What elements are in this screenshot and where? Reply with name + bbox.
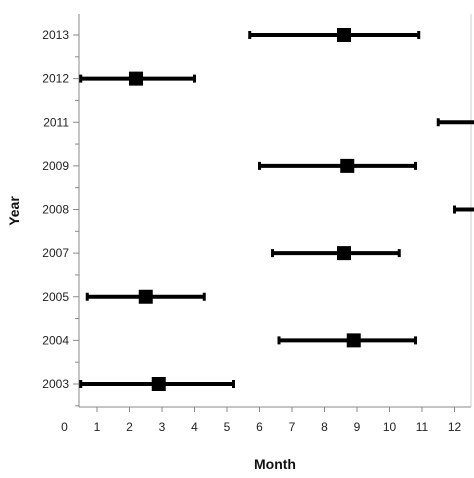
y-axis-title: Year: [6, 196, 22, 226]
y-tick-label: 2005: [42, 290, 69, 304]
data-point-marker: [337, 246, 351, 261]
x-tick-label: 1: [94, 420, 101, 434]
y-tick-label: 2004: [42, 333, 69, 347]
x-tick-label: 6: [256, 420, 263, 434]
y-axis-ticks: 2003 2004 2005 2007 2008 2009 2011 2012 2013: [42, 28, 79, 407]
y-tick-label: 2009: [42, 159, 69, 173]
data-point-marker: [346, 333, 361, 348]
y-tick-label: 2003: [42, 377, 69, 391]
x-tick-label: 10: [383, 420, 397, 434]
y-tick-label: 2008: [42, 203, 69, 217]
data-point-marker: [129, 71, 143, 86]
data-point-marker: [138, 289, 153, 304]
x-tick-label: 4: [191, 420, 198, 434]
x-tick-label: 5: [224, 420, 231, 434]
x-tick-label: 9: [354, 420, 361, 434]
data-point-marker: [337, 28, 351, 42]
y-tick-label: 2011: [43, 115, 69, 129]
x-tick-label: 12: [448, 420, 462, 434]
x-tick-label: 7: [289, 420, 296, 434]
x-tick-label: 3: [159, 420, 166, 434]
x-tick-label: 8: [321, 420, 328, 434]
data-point-marker: [340, 158, 355, 173]
y-tick-label: 2013: [42, 28, 69, 42]
y-tick-label: 2007: [42, 246, 69, 260]
y-tick-label: 2012: [42, 72, 69, 86]
x-tick-label: 11: [416, 420, 429, 434]
x-axis-ticks: 0 1 2 3 4 5 6 7 8 9 10 11 12: [61, 407, 461, 434]
x-tick-label: 0: [61, 420, 68, 434]
x-axis-title: Month: [254, 456, 296, 472]
data-point-marker: [151, 377, 166, 391]
x-tick-label: 2: [126, 420, 133, 434]
plot-marks: [79, 28, 474, 391]
